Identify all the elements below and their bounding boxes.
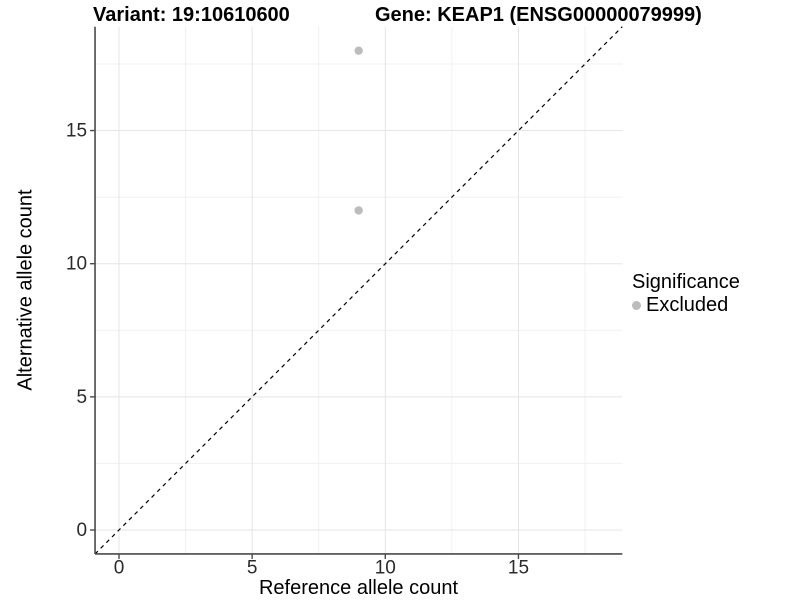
- legend-title: Significance: [632, 271, 740, 293]
- data-point: [354, 46, 363, 55]
- x-tick-label: 0: [114, 557, 125, 578]
- plot-title-variant: Variant: 19:10610600: [93, 4, 290, 26]
- legend-key-dot-icon: [632, 300, 641, 310]
- y-tick-label: 15: [66, 121, 87, 142]
- legend: Significance Excluded: [632, 271, 740, 316]
- data-point: [354, 206, 363, 215]
- identity-dashed-line: [94, 26, 623, 555]
- y-tick-label: 10: [66, 254, 87, 275]
- legend-item-excluded: Excluded: [632, 294, 740, 316]
- y-tick-label: 0: [76, 520, 87, 541]
- x-tick-label: 15: [508, 557, 529, 578]
- y-axis-title: Alternative allele count: [14, 189, 37, 391]
- y-tick-label: 5: [76, 387, 87, 408]
- legend-item-label: Excluded: [646, 294, 729, 316]
- x-tick-label: 10: [375, 557, 396, 578]
- x-tick-label: 5: [247, 557, 258, 578]
- x-axis-title: Reference allele count: [258, 577, 458, 599]
- plot-title-gene: Gene: KEAP1 (ENSG00000079999): [375, 4, 702, 26]
